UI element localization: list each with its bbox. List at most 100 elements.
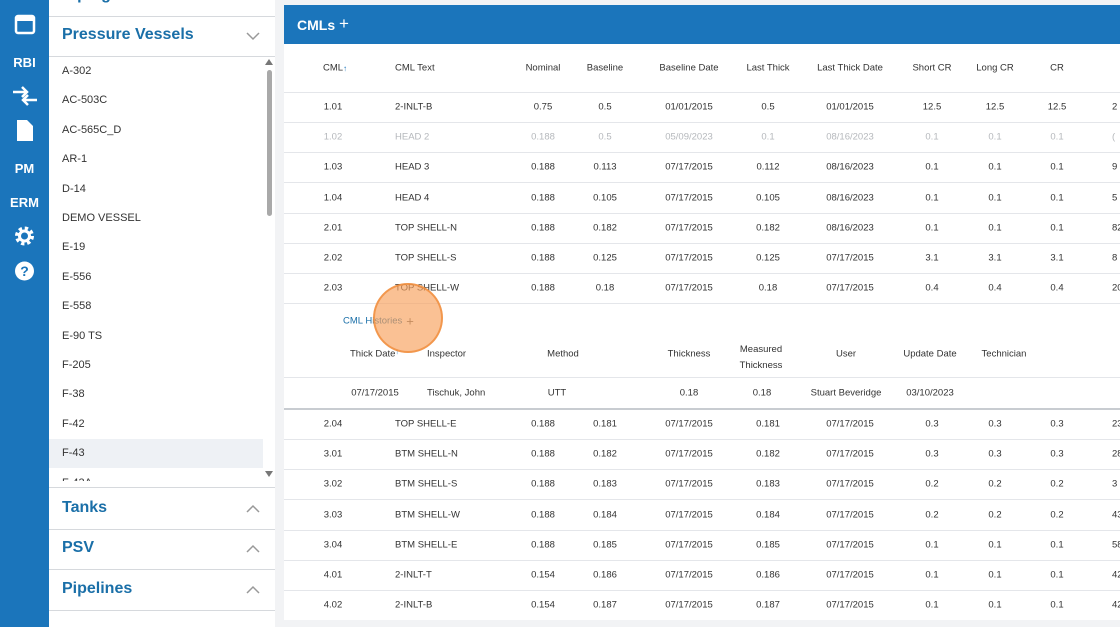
sort-arrow: ↑ [343, 64, 347, 73]
row-line [284, 529, 1120, 531]
vessel-item[interactable]: F-43A [49, 469, 263, 481]
table-cell: 08/16/2023 [826, 222, 874, 234]
table-cell: HEAD 2 [395, 131, 430, 143]
table-cell: 0.3 [988, 448, 1002, 460]
vessel-item[interactable]: E-19 [62, 241, 86, 254]
table-cell: 4.02 [323, 599, 343, 611]
vessel-item[interactable]: E-558 [62, 300, 92, 313]
vessel-item[interactable]: F-42 [62, 417, 85, 430]
vessel-item[interactable]: F-43 [49, 439, 263, 469]
table-cell: 58 [1112, 539, 1120, 551]
vessel-item[interactable]: F-205 [62, 359, 91, 371]
vessel-item[interactable]: F-38 [62, 388, 85, 401]
table-cell: 0.4 [925, 282, 939, 294]
rail-link[interactable]: RBI [13, 55, 36, 70]
table-cell: 0.188 [531, 252, 555, 264]
table-cell: 3.04 [323, 539, 343, 551]
table-cell: 0.188 [531, 222, 555, 234]
table-cell: 07/17/2015 [665, 569, 713, 581]
table-cell: 2.02 [323, 252, 343, 264]
document-icon[interactable] [17, 120, 33, 141]
history-cell: UTT [547, 387, 567, 399]
table-cell: 0.154 [531, 569, 555, 581]
history-cell: Tischuk, John [427, 387, 486, 399]
settings-icon[interactable] [15, 226, 34, 246]
table-cell: TOP SHELL-N [395, 222, 457, 234]
column-header: Baseline Date [659, 62, 719, 74]
table-cell: 0.5 [598, 101, 612, 113]
table-cell: 0.1 [988, 192, 1002, 204]
table-cell: 0.125 [756, 252, 780, 264]
table-cell: 8 [1112, 252, 1118, 264]
table-cell: 07/17/2015 [826, 282, 874, 294]
table-cell: 07/17/2015 [665, 161, 713, 173]
chevron[interactable] [246, 585, 260, 595]
table-cell: 07/17/2015 [665, 192, 713, 204]
table-cell: 0.2 [925, 509, 939, 521]
table-cell: 0.185 [756, 539, 780, 551]
table-cell: 0.1 [1050, 599, 1064, 611]
vessel-item[interactable]: AC-503C [62, 94, 108, 107]
vessel-item[interactable]: AC-565C_D [62, 123, 122, 136]
section-title[interactable]: Piping [62, 0, 111, 4]
table-cell: 0.187 [756, 599, 780, 611]
history-cell: 07/17/2015 [351, 387, 399, 399]
vessel-item[interactable]: D-14 [62, 182, 86, 195]
table-cell: 08/16/2023 [826, 131, 874, 143]
vessel-item[interactable]: E-556 [62, 270, 92, 283]
table-cell: 12.5 [985, 101, 1005, 113]
history-header: Technician [981, 348, 1027, 360]
vessel-item[interactable]: E-90 TS [62, 329, 103, 342]
table-cell: 1.04 [323, 192, 343, 204]
column-header: Last Thick [746, 62, 790, 74]
table-cell: 07/17/2015 [826, 252, 874, 264]
table-cell: 0.5 [761, 101, 775, 113]
table-cell: HEAD 3 [395, 161, 430, 173]
section-title[interactable]: Tanks [62, 499, 108, 516]
table-cell: 0.4 [1050, 282, 1064, 294]
table-cell: 0.188 [531, 192, 555, 204]
table-cell: 07/17/2015 [826, 418, 874, 430]
table-cell: 2 [1112, 101, 1118, 113]
section-title[interactable]: PSV [62, 539, 95, 556]
table-cell: 43 [1112, 509, 1120, 521]
table-cell: 0.1 [988, 599, 1002, 611]
table-cell: 0.105 [756, 192, 780, 204]
section-title[interactable]: Pipelines [62, 580, 133, 597]
table-cell: 0.1 [988, 131, 1002, 143]
chevron[interactable] [246, 544, 260, 554]
table-cell: HEAD 4 [395, 192, 430, 204]
table-cell: 0.187 [593, 599, 617, 611]
table-cell: 3.1 [988, 252, 1002, 264]
table-cell: 07/17/2015 [665, 282, 713, 294]
vessel-item[interactable]: DEMO VESSEL [62, 212, 141, 224]
vessel-item[interactable]: AR-1 [62, 153, 88, 166]
table-cell: 0.182 [756, 222, 780, 234]
table-cell: 0.105 [593, 192, 617, 204]
table-cell: 0.3 [1050, 448, 1064, 460]
table-cell: 07/17/2015 [665, 448, 713, 460]
rail-link[interactable]: ERM [10, 195, 39, 210]
table-cell: 0.1 [988, 222, 1002, 234]
table-cell: 3.03 [323, 509, 343, 521]
add-cml-button[interactable]: + [339, 14, 349, 33]
table-cell: 2.03 [323, 282, 343, 294]
swap-icon[interactable] [13, 86, 37, 106]
table-cell: 0.185 [593, 539, 617, 551]
table-cell: 23 [1112, 418, 1120, 430]
table-cell: 0.1 [925, 569, 939, 581]
table-cell: 0.186 [756, 569, 780, 581]
vessel-item[interactable]: A-302 [62, 65, 92, 77]
table-cell: 0.1 [1050, 222, 1064, 234]
divider [49, 56, 275, 57]
section-title[interactable]: Pressure Vessels [62, 26, 194, 43]
table-cell: 0.1 [925, 222, 939, 234]
rail-link[interactable]: PM [14, 161, 35, 176]
help-icon[interactable] [15, 261, 34, 281]
chevron[interactable] [246, 504, 260, 514]
table-cell: 07/17/2015 [826, 478, 874, 490]
row-line [284, 499, 1120, 501]
table-cell: 0.1 [1050, 569, 1064, 581]
chevron[interactable] [246, 31, 260, 41]
history-title[interactable]: CML Histories [343, 315, 402, 327]
